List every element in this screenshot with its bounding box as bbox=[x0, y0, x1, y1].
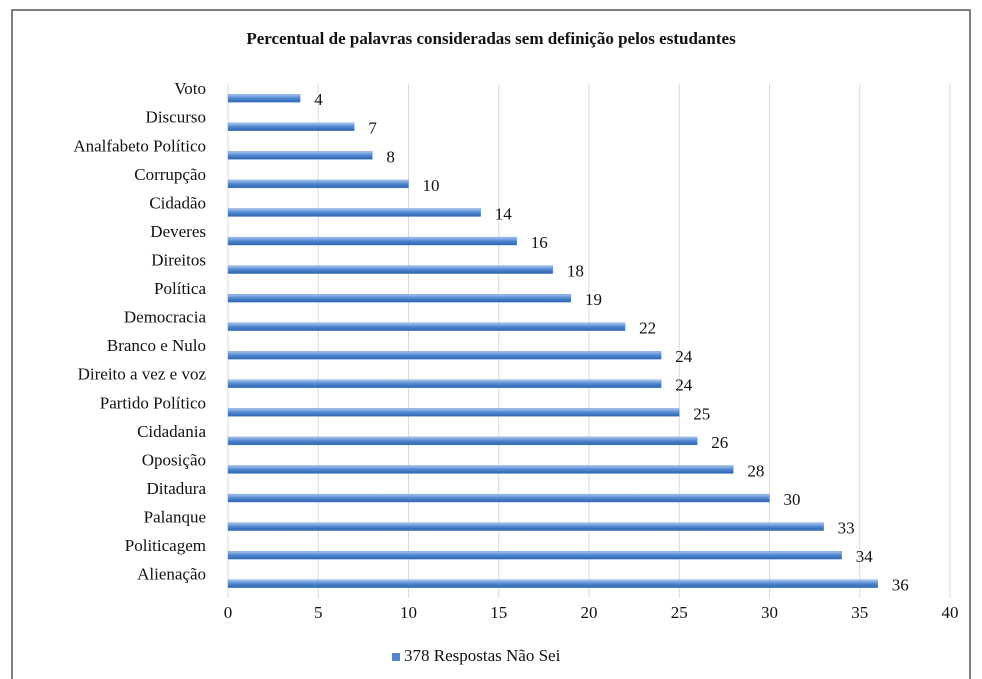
y-tick-label: Discurso bbox=[146, 108, 206, 127]
data-label: 28 bbox=[747, 461, 764, 480]
data-label: 25 bbox=[693, 404, 710, 423]
x-tick-label: 35 bbox=[851, 603, 868, 622]
bar bbox=[227, 436, 698, 446]
y-tick-label: Ditadura bbox=[147, 479, 207, 498]
bar bbox=[227, 322, 626, 331]
data-label: 34 bbox=[856, 547, 874, 566]
bar bbox=[227, 522, 824, 531]
legend-marker bbox=[392, 653, 400, 661]
frame bbox=[11, 9, 971, 679]
bar bbox=[227, 236, 517, 246]
x-tick-label: 30 bbox=[761, 603, 778, 622]
bar bbox=[227, 265, 554, 274]
bar bbox=[227, 179, 409, 189]
bar bbox=[227, 493, 770, 503]
data-label: 19 bbox=[585, 290, 602, 309]
bar bbox=[227, 408, 680, 417]
y-tick-label: Democracia bbox=[124, 308, 207, 327]
y-tick-label: Palanque bbox=[144, 508, 206, 527]
chart-title: Percentual de palavras consideradas sem … bbox=[246, 29, 736, 48]
y-tick-label: Política bbox=[154, 279, 206, 298]
x-tick-label: 0 bbox=[224, 603, 233, 622]
bar bbox=[227, 351, 662, 360]
data-label: 8 bbox=[386, 147, 395, 166]
data-label: 33 bbox=[838, 519, 855, 538]
bar bbox=[227, 465, 734, 474]
y-tick-label: Partido Político bbox=[100, 393, 206, 412]
data-label: 24 bbox=[675, 347, 693, 366]
bar bbox=[227, 151, 373, 160]
y-tick-label: Direito a vez e voz bbox=[78, 365, 207, 384]
data-label: 22 bbox=[639, 319, 656, 338]
y-tick-label: Analfabeto Político bbox=[73, 136, 206, 155]
x-tick-label: 40 bbox=[942, 603, 959, 622]
y-tick-label: Cidadania bbox=[137, 422, 206, 441]
bar bbox=[227, 94, 301, 103]
y-tick-label: Branco e Nulo bbox=[107, 336, 206, 355]
data-label: 4 bbox=[314, 90, 323, 109]
data-label: 10 bbox=[423, 176, 440, 195]
data-label: 30 bbox=[784, 490, 801, 509]
x-tick-label: 25 bbox=[671, 603, 688, 622]
data-label: 7 bbox=[368, 119, 377, 138]
y-tick-label: Oposição bbox=[142, 450, 206, 469]
legend-label: 378 Respostas Não Sei bbox=[404, 646, 561, 665]
bar bbox=[227, 551, 842, 560]
data-label: 14 bbox=[495, 204, 513, 223]
bar bbox=[227, 379, 662, 388]
x-tick-label: 10 bbox=[400, 603, 417, 622]
y-tick-label: Politicagem bbox=[125, 536, 206, 555]
y-tick-label: Deveres bbox=[150, 222, 206, 241]
y-tick-label: Voto bbox=[174, 79, 206, 98]
x-tick-label: 5 bbox=[314, 603, 323, 622]
x-tick-label: 15 bbox=[490, 603, 507, 622]
data-label: 26 bbox=[711, 433, 728, 452]
bar bbox=[227, 579, 878, 588]
bar bbox=[227, 208, 481, 217]
y-tick-label: Cidadão bbox=[149, 193, 206, 212]
y-tick-label: Corrupção bbox=[134, 165, 206, 184]
data-label: 16 bbox=[531, 233, 548, 252]
bar bbox=[227, 122, 355, 131]
y-tick-label: Direitos bbox=[151, 251, 206, 270]
y-tick-label: Alienação bbox=[137, 565, 206, 584]
bar bbox=[227, 294, 572, 303]
data-label: 36 bbox=[892, 576, 909, 595]
x-tick-label: 20 bbox=[581, 603, 598, 622]
data-label: 24 bbox=[675, 376, 693, 395]
data-label: 18 bbox=[567, 262, 584, 281]
